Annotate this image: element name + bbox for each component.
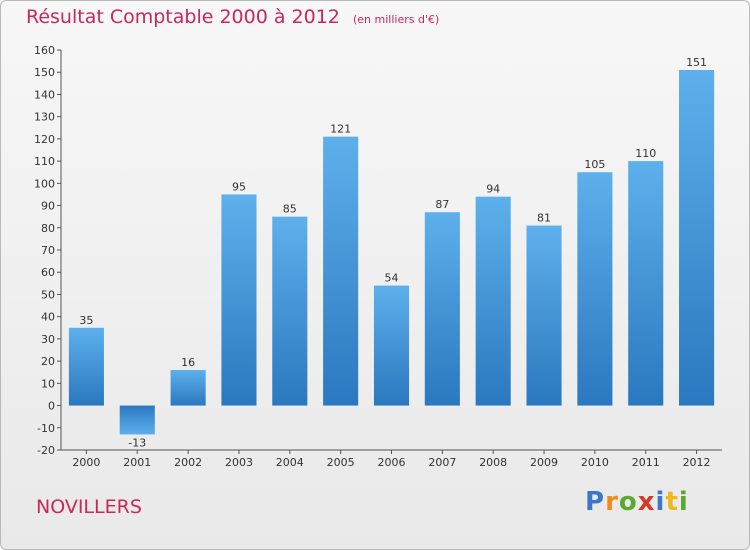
y-tick-label: 80 bbox=[41, 222, 55, 235]
x-tick-label: 2008 bbox=[479, 456, 507, 469]
data-label-2011: 110 bbox=[635, 147, 656, 160]
x-tick-label: 2007 bbox=[428, 456, 456, 469]
bar-2006 bbox=[373, 285, 410, 406]
place-label: NOVILLERS bbox=[36, 496, 142, 518]
y-tick-label: 110 bbox=[34, 155, 55, 168]
chart-title: Résultat Comptable 2000 à 2012 bbox=[26, 6, 340, 28]
y-tick-label: 90 bbox=[41, 200, 55, 213]
x-tick-label: 2006 bbox=[378, 456, 406, 469]
bar-2009 bbox=[526, 225, 562, 406]
bar-2008 bbox=[475, 196, 511, 406]
x-tick-label: 2004 bbox=[276, 456, 304, 469]
data-label-2004: 85 bbox=[283, 203, 297, 216]
data-label-2009: 81 bbox=[537, 212, 551, 225]
logo-letter: i bbox=[678, 487, 689, 517]
y-tick-label: 120 bbox=[34, 133, 55, 146]
y-tick-label: 70 bbox=[41, 244, 55, 257]
logo-letter: o bbox=[618, 487, 638, 517]
x-tick-label: 2009 bbox=[530, 456, 558, 469]
y-tick-label: 0 bbox=[48, 400, 55, 413]
x-tick-label: 2011 bbox=[632, 456, 660, 469]
y-tick-label: 50 bbox=[41, 288, 55, 301]
y-tick-label: 30 bbox=[41, 333, 55, 346]
bar-2007 bbox=[424, 212, 460, 406]
y-tick-label: 20 bbox=[41, 355, 55, 368]
y-tick-label: 130 bbox=[34, 111, 55, 124]
bar-2005 bbox=[323, 136, 359, 406]
y-tick-label: -20 bbox=[37, 444, 55, 457]
chart-header: Résultat Comptable 2000 à 2012 (en milli… bbox=[26, 6, 439, 28]
data-label-2003: 95 bbox=[232, 180, 246, 193]
bar-2012 bbox=[679, 70, 715, 406]
logo-letter: x bbox=[637, 487, 656, 517]
bar-2011 bbox=[628, 161, 664, 406]
bar-2002 bbox=[170, 370, 206, 406]
data-label-2006: 54 bbox=[385, 272, 399, 285]
logo-letter: i bbox=[655, 487, 666, 517]
axes: -20 -10 0 10 20 30 40 50 60 70 80 90 100 110 120 130 140… bbox=[34, 44, 722, 469]
bar-2003 bbox=[221, 194, 257, 406]
bar-2010 bbox=[577, 172, 613, 406]
data-label-2008: 94 bbox=[486, 183, 500, 196]
y-tick-label: 10 bbox=[41, 377, 55, 390]
bar-2000 bbox=[68, 327, 104, 406]
y-tick-label: 160 bbox=[34, 44, 55, 57]
x-tick-label: 2012 bbox=[683, 456, 711, 469]
logo-letter: P bbox=[585, 487, 606, 517]
data-label-2005: 121 bbox=[330, 123, 351, 136]
data-label-2010: 105 bbox=[584, 158, 605, 171]
data-label-2002: 16 bbox=[181, 356, 195, 369]
data-label-2000: 35 bbox=[79, 314, 93, 327]
x-tick-label: 2010 bbox=[581, 456, 609, 469]
x-tick-label: 2000 bbox=[72, 456, 100, 469]
data-label-2007: 87 bbox=[435, 198, 449, 211]
data-labels: 35 -13 16 95 85 121 54 87 94 81 105 110 151 bbox=[79, 56, 707, 449]
data-label-2012: 151 bbox=[686, 56, 707, 69]
x-tick-label: 2005 bbox=[327, 456, 355, 469]
chart-subtitle: (en milliers d'€) bbox=[352, 13, 440, 26]
data-label-2001: -13 bbox=[128, 436, 146, 449]
logo-letter: t bbox=[665, 487, 679, 517]
y-tick-label: 100 bbox=[34, 177, 55, 190]
bars bbox=[68, 70, 715, 435]
x-tick-label: 2001 bbox=[123, 456, 151, 469]
x-tick-label: 2003 bbox=[225, 456, 253, 469]
y-tick-label: 60 bbox=[41, 266, 55, 279]
logo-letter: r bbox=[605, 487, 619, 517]
proxiti-logo: Proxiti bbox=[585, 487, 689, 517]
y-tick-label: 140 bbox=[34, 88, 55, 101]
y-tick-label: 40 bbox=[41, 311, 55, 324]
y-tick-label: 150 bbox=[34, 66, 55, 79]
bar-2001 bbox=[119, 405, 155, 435]
bar-2004 bbox=[272, 216, 308, 406]
x-tick-label: 2002 bbox=[174, 456, 202, 469]
y-tick-label: -10 bbox=[37, 422, 55, 435]
